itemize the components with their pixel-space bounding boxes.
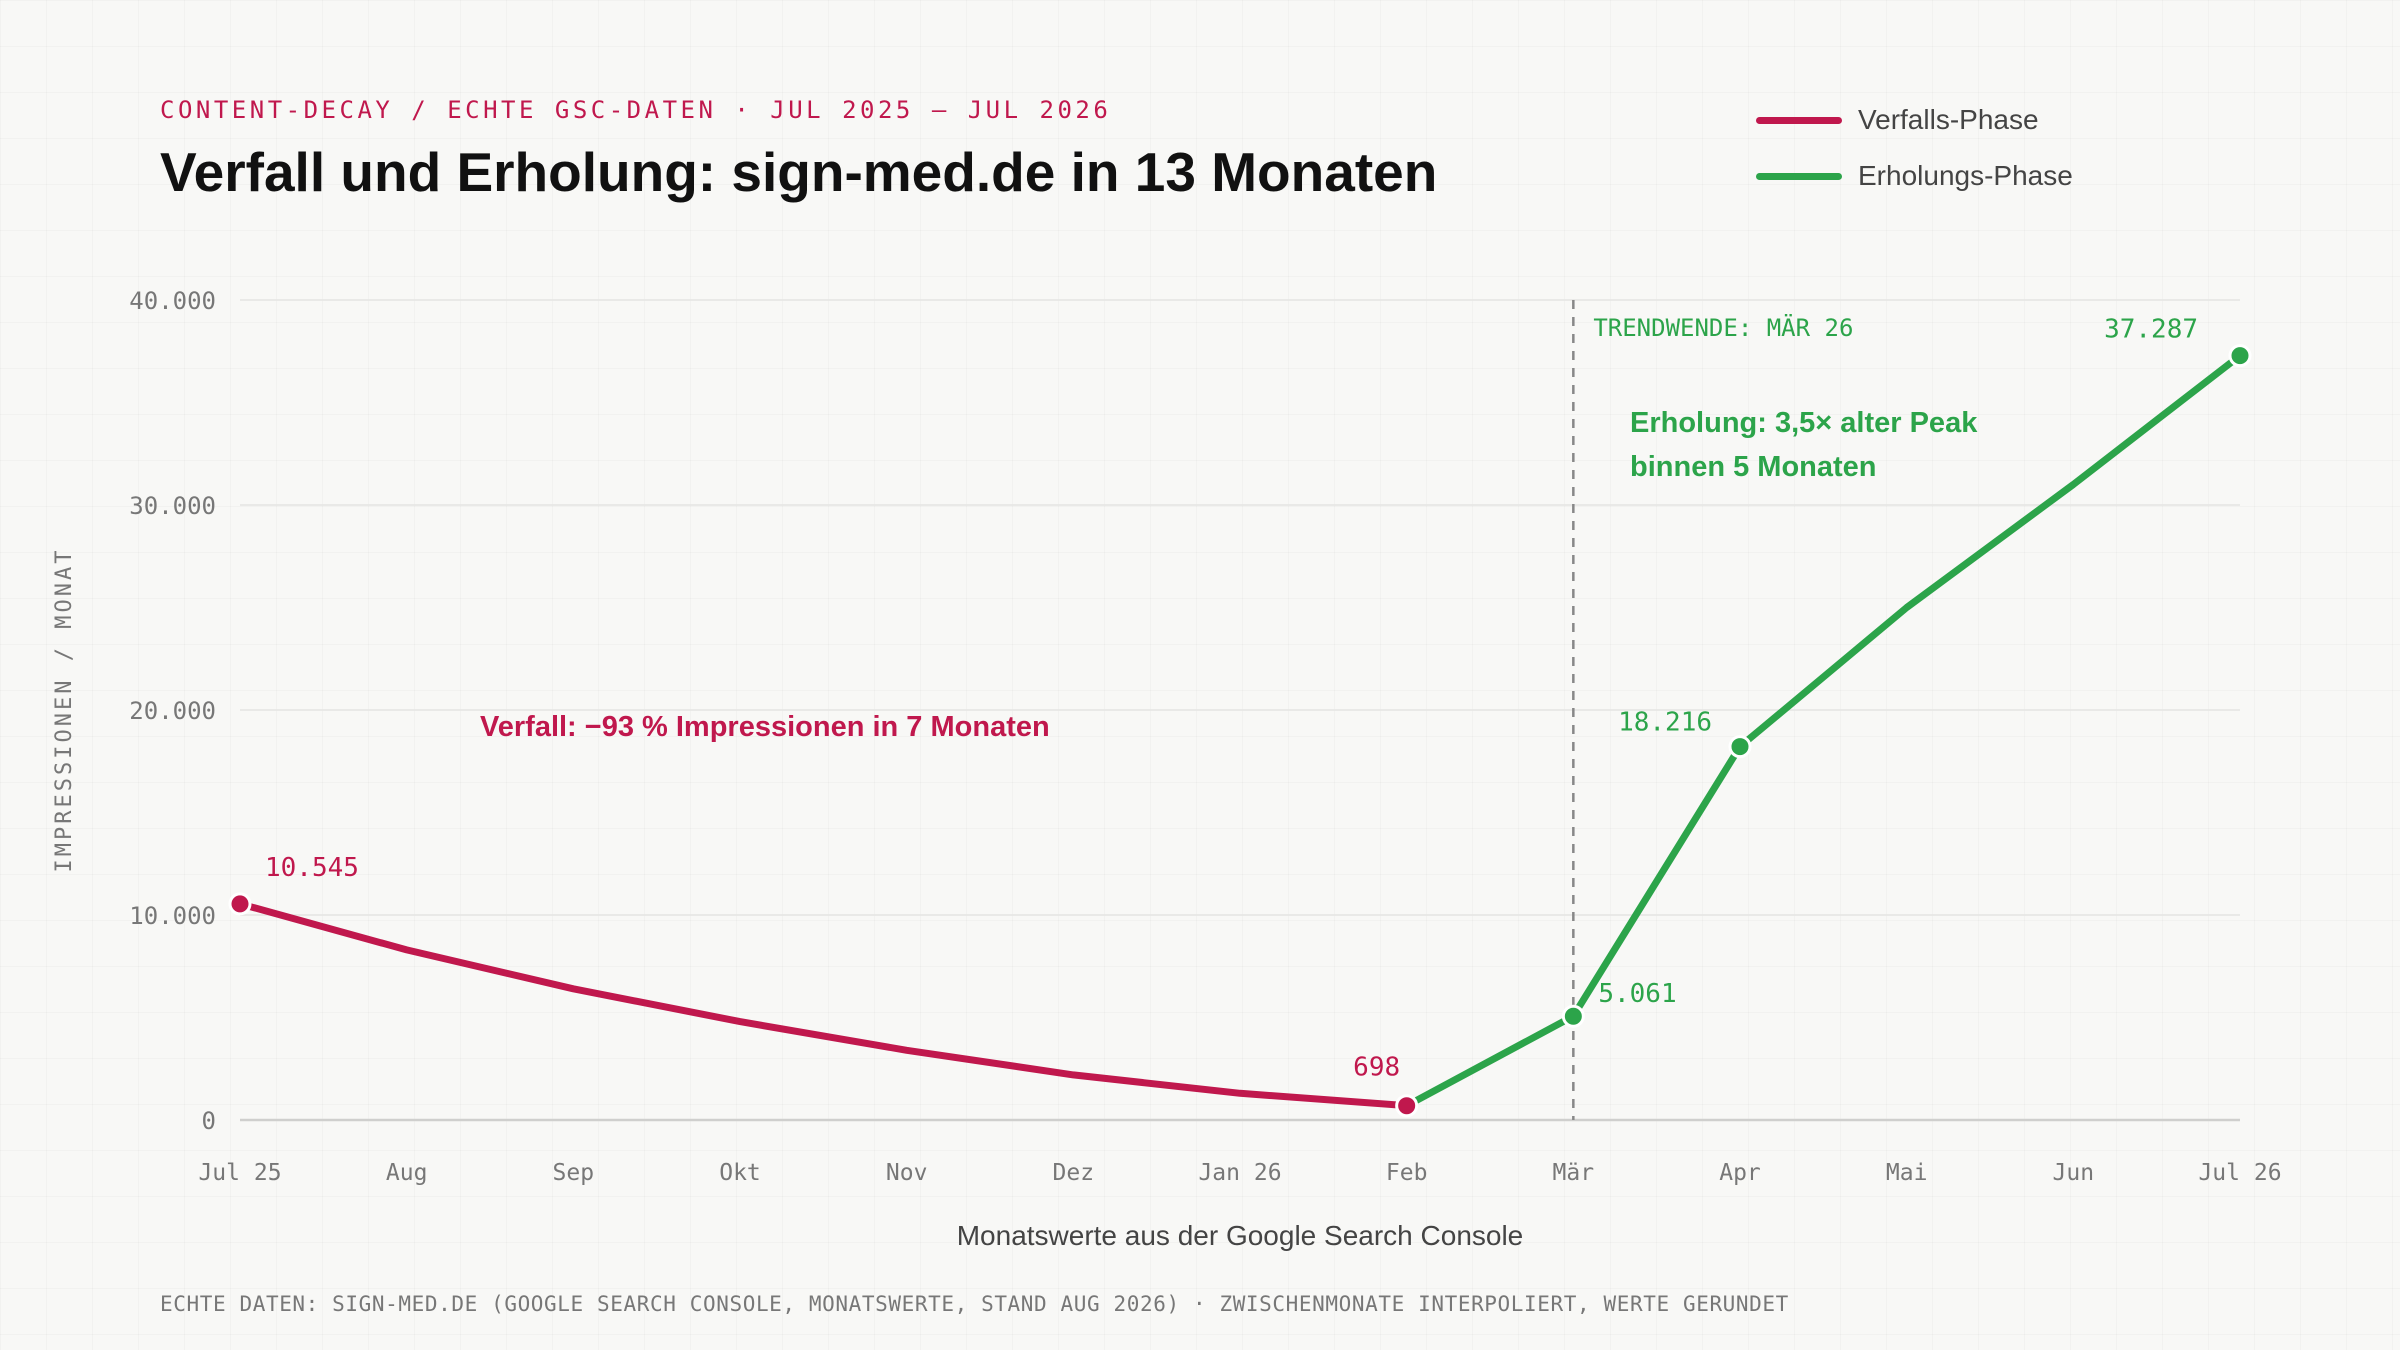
recovery-annotation: Erholung: 3,5× alter Peak [1630, 407, 1978, 439]
data-label-recovery: 37.287 [2104, 315, 2198, 345]
y-tick-label: 20.000 [129, 697, 216, 725]
legend-label-recovery: Erholungs-Phase [1858, 160, 2073, 191]
data-label-decay: 698 [1353, 1053, 1400, 1083]
legend-swatch-recovery [1756, 172, 1842, 180]
data-label-recovery: 5.061 [1598, 979, 1676, 1009]
x-tick-label: Aug [386, 1160, 428, 1186]
legend-swatch-decay [1756, 116, 1842, 124]
series-line-decay [236, 900, 1411, 1110]
x-tick-label: Okt [719, 1160, 761, 1186]
chart-kicker: CONTENT-DECAY / ECHTE GSC-DATEN · JUL 20… [160, 96, 1112, 124]
legend-item-recovery: Erholungs-Phase [1756, 148, 2073, 204]
x-tick-label: Dez [1053, 1160, 1095, 1186]
x-tick-label: Nov [886, 1160, 928, 1186]
x-tick-label: Sep [553, 1160, 595, 1186]
x-tick-label: Mai [1886, 1160, 1928, 1186]
y-tick-label: 40.000 [129, 287, 216, 315]
y-tick-label: 30.000 [129, 492, 216, 520]
x-tick-label: Apr [1719, 1160, 1761, 1186]
data-point-recovery [2228, 344, 2252, 368]
data-point-decay [1395, 1094, 1419, 1118]
data-point-recovery [1728, 735, 1752, 759]
legend-item-decay: Verfalls-Phase [1756, 92, 2073, 148]
data-point-decay [228, 892, 252, 916]
x-tick-label: Mär [1553, 1160, 1595, 1186]
data-point-recovery [1561, 1004, 1585, 1028]
trend-change-label: TRENDWENDE: MÄR 26 [1593, 313, 1853, 342]
y-axis-title: IMPRESSIONEN / MONAT [52, 548, 77, 873]
series-line-recovery [1403, 352, 2244, 1110]
chart-title: Verfall und Erholung: sign-med.de in 13 … [160, 141, 1438, 203]
source-note: ECHTE DATEN: SIGN-MED.DE (GOOGLE SEARCH … [160, 1292, 1789, 1316]
recovery-annotation: binnen 5 Monaten [1630, 451, 1877, 483]
x-tick-label: Jul 26 [2198, 1160, 2281, 1186]
y-tick-label: 10.000 [129, 902, 216, 930]
x-axis-title: Monatswerte aus der Google Search Consol… [957, 1220, 1524, 1251]
y-tick-label: 0 [202, 1107, 216, 1135]
x-tick-label: Jun [2053, 1160, 2095, 1186]
x-tick-label: Feb [1386, 1160, 1428, 1186]
legend-label-decay: Verfalls-Phase [1858, 104, 2039, 135]
data-label-recovery: 18.216 [1618, 708, 1712, 738]
x-tick-label: Jan 26 [1198, 1160, 1281, 1186]
legend: Verfalls-Phase Erholungs-Phase [1756, 92, 2073, 204]
data-label-decay: 10.545 [265, 853, 359, 883]
decay-annotation: Verfall: −93 % Impressionen in 7 Monaten [480, 711, 1050, 743]
x-tick-label: Jul 25 [198, 1160, 281, 1186]
